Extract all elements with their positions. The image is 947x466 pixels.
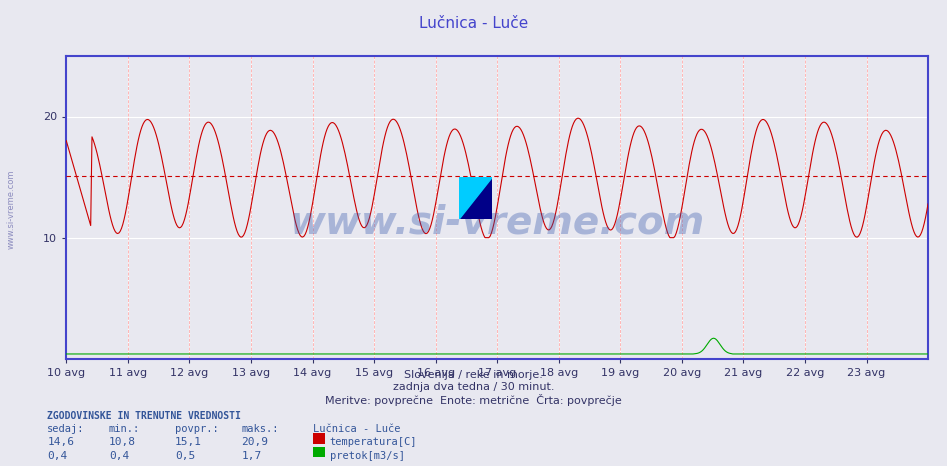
Text: zadnja dva tedna / 30 minut.: zadnja dva tedna / 30 minut.: [393, 382, 554, 392]
Text: Slovenija / reke in morje.: Slovenija / reke in morje.: [404, 370, 543, 380]
Text: 15,1: 15,1: [175, 437, 203, 447]
Text: Lučnica - Luče: Lučnica - Luče: [419, 16, 528, 31]
Text: ZGODOVINSKE IN TRENUTNE VREDNOSTI: ZGODOVINSKE IN TRENUTNE VREDNOSTI: [47, 411, 241, 421]
Polygon shape: [459, 177, 492, 219]
Text: sedaj:: sedaj:: [47, 424, 85, 434]
Text: 14,6: 14,6: [47, 437, 75, 447]
Polygon shape: [459, 177, 492, 219]
Text: 10,8: 10,8: [109, 437, 136, 447]
Text: 0,4: 0,4: [47, 451, 67, 460]
Text: www.si-vreme.com: www.si-vreme.com: [7, 170, 16, 249]
Text: 0,5: 0,5: [175, 451, 195, 460]
Text: maks.:: maks.:: [241, 424, 279, 434]
Text: www.si-vreme.com: www.si-vreme.com: [290, 204, 705, 241]
Bar: [476, 177, 492, 219]
Text: min.:: min.:: [109, 424, 140, 434]
Text: povpr.:: povpr.:: [175, 424, 219, 434]
Text: temperatura[C]: temperatura[C]: [330, 437, 417, 447]
Bar: [459, 177, 476, 219]
Text: 20,9: 20,9: [241, 437, 269, 447]
Text: Lučnica - Luče: Lučnica - Luče: [313, 424, 400, 434]
Text: 1,7: 1,7: [241, 451, 261, 460]
Text: pretok[m3/s]: pretok[m3/s]: [330, 451, 404, 460]
Text: 0,4: 0,4: [109, 451, 129, 460]
Text: Meritve: povprečne  Enote: metrične  Črta: povprečje: Meritve: povprečne Enote: metrične Črta:…: [325, 394, 622, 406]
